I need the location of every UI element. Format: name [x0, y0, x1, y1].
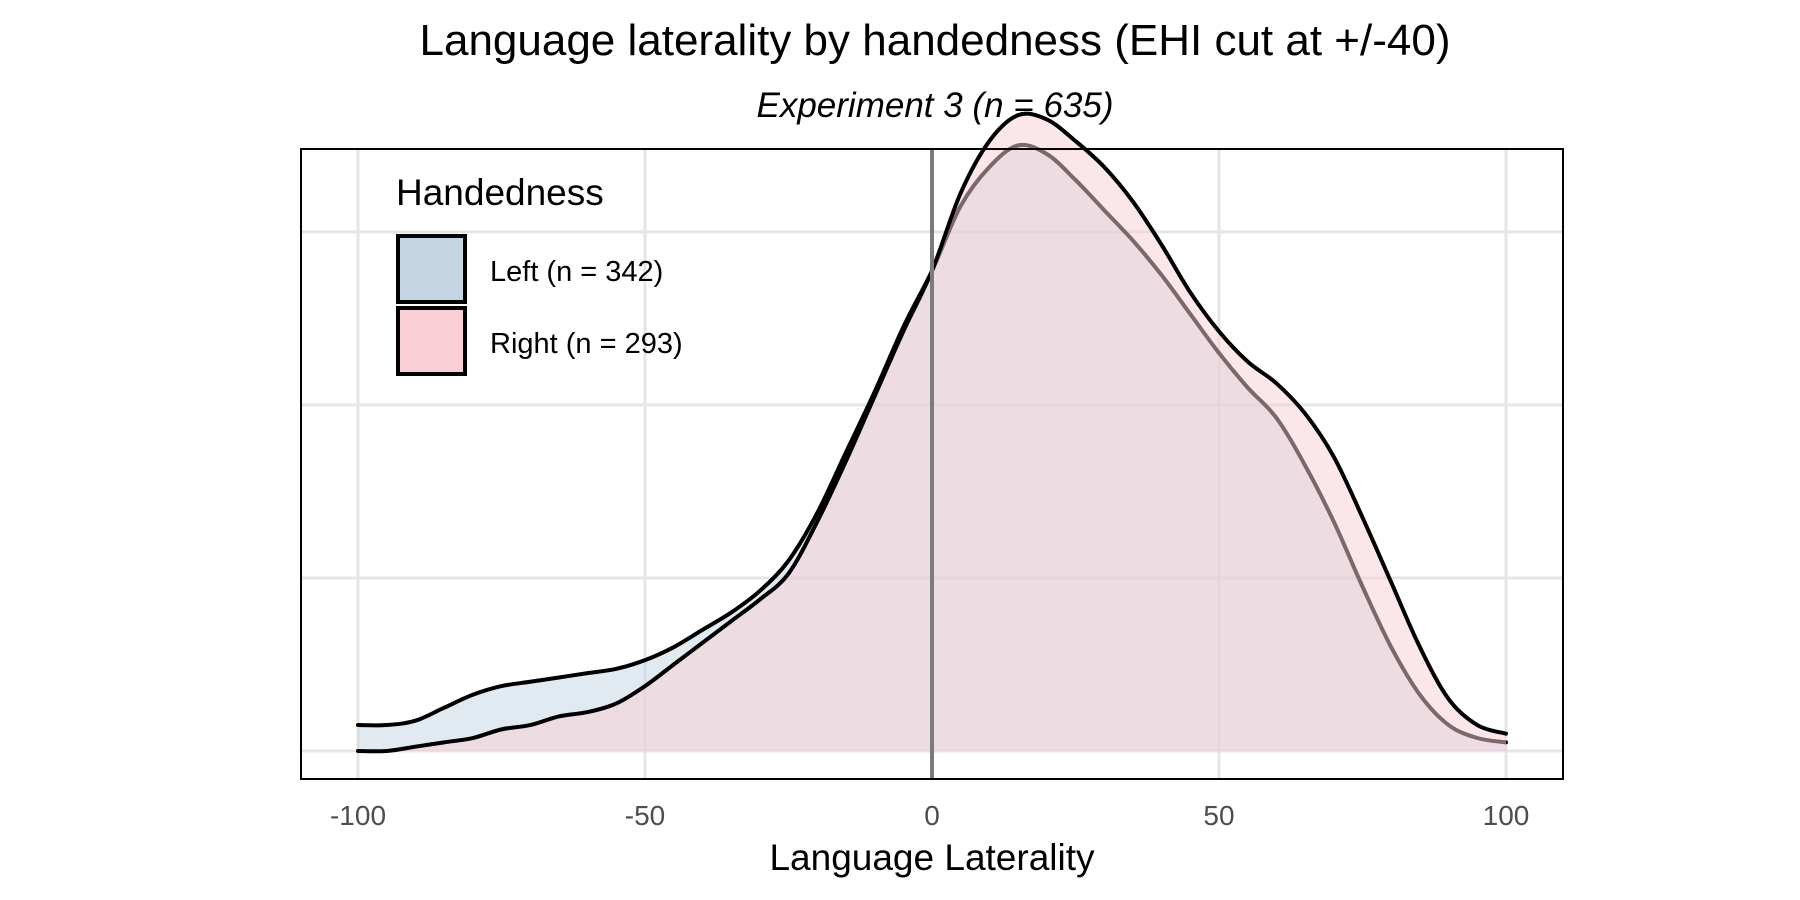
- x-axis-title: Language Laterality: [769, 837, 1095, 878]
- legend-label-right: Right (n = 293): [490, 328, 683, 360]
- x-tick-label--50: -50: [625, 800, 665, 831]
- chart-subtitle: Experiment 3 (n = 635): [757, 86, 1114, 125]
- x-tick-layer: -100 -50 0 50 100: [330, 800, 1529, 831]
- x-tick-label--100: -100: [330, 800, 386, 831]
- x-tick-label-100: 100: [1483, 800, 1530, 831]
- legend-title: Handedness: [396, 172, 604, 213]
- legend-swatch-right: [396, 306, 467, 376]
- chart-title: Language laterality by handedness (EHI c…: [420, 16, 1451, 65]
- legend-label-left: Left (n = 342): [490, 256, 663, 288]
- x-tick-label-0: 0: [924, 800, 940, 831]
- legend: Handedness Left (n = 342) Right (n = 293…: [396, 172, 683, 376]
- plot-border: [300, 148, 1564, 780]
- legend-swatch-left: [396, 234, 467, 304]
- x-tick-label-50: 50: [1203, 800, 1234, 831]
